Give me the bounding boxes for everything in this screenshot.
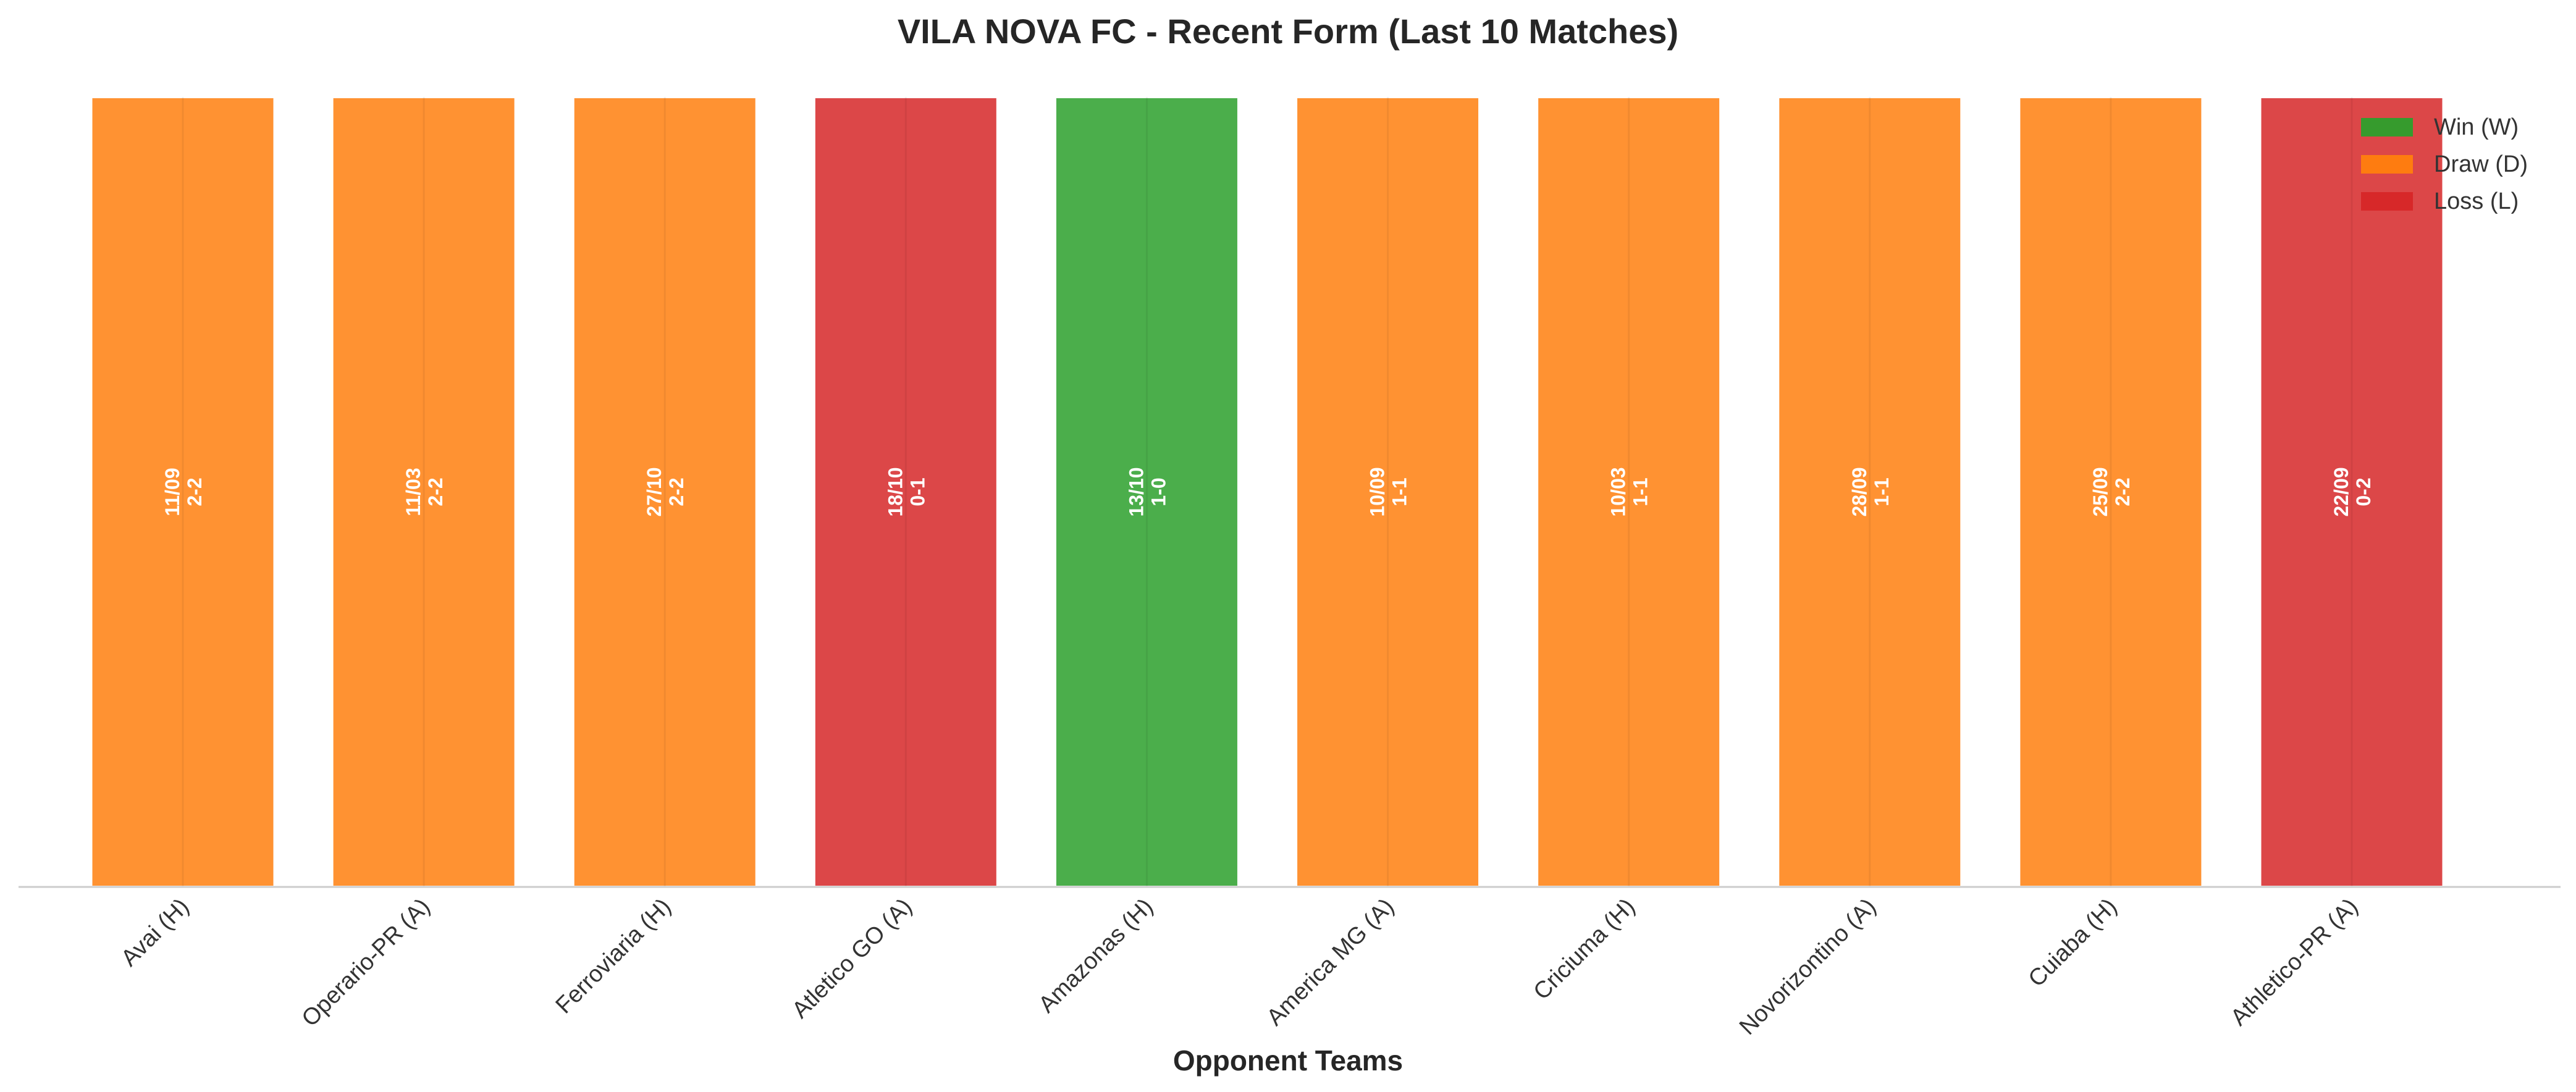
bar-date-label: 18/10 (884, 467, 906, 516)
bar-9 (2258, 96, 2445, 888)
bar-label-2: 27/102-2 (643, 467, 688, 516)
bar-date-label: 11/03 (402, 468, 424, 516)
bar-label-7: 28/091-1 (1848, 467, 1893, 516)
bar-score-label: 1-1 (1389, 477, 1411, 506)
bar-4 (1053, 96, 1240, 888)
x-tick-labels: Avai (H) Operario-PR (A) Ferroviaria (H) At… (116, 894, 2363, 1040)
x-tick-label-2: Ferroviaria (H) (551, 894, 676, 1019)
bar-label-8: 25/092-2 (2089, 467, 2134, 516)
bar-2 (571, 96, 758, 888)
x-tick-label-6: Criciuma (H) (1529, 894, 1640, 1005)
bar-score-label: 2-2 (424, 477, 447, 506)
bar-label-4: 13/101-0 (1125, 467, 1169, 516)
bars-group: 11/092-2 11/032-2 27/102-2 18/100-1 13/101-0… (90, 96, 2445, 888)
bar-date-label: 10/03 (1607, 467, 1630, 516)
x-tick-label-0: Avai (H) (116, 894, 194, 972)
legend-swatch-W (2361, 118, 2413, 136)
bar-score-label: 0-2 (2352, 477, 2375, 506)
bar-score-label: 0-1 (906, 477, 928, 506)
bar-score-label: 2-2 (665, 477, 688, 506)
x-tick-label-3: Atletico GO (A) (787, 894, 917, 1023)
legend-swatch-D (2361, 155, 2413, 174)
legend: Win (W) Draw (D) Loss (L) (2361, 114, 2528, 214)
x-axis-label: Opponent Teams (1173, 1044, 1403, 1077)
bar-label-0: 11/092-2 (161, 468, 206, 516)
bar-date-label: 28/09 (1848, 467, 1871, 516)
bar-label-6: 10/031-1 (1607, 467, 1652, 516)
bar-label-1: 11/032-2 (402, 468, 447, 516)
bar-label-5: 10/091-1 (1366, 467, 1411, 516)
x-tick-label-9: Athletico-PR (A) (2226, 894, 2363, 1031)
bar-date-label: 10/09 (1366, 467, 1389, 516)
x-tick-label-4: Amazonas (H) (1033, 894, 1158, 1018)
bar-label-3: 18/100-1 (884, 467, 928, 516)
legend-label-W: Win (W) (2434, 114, 2519, 140)
bar-date-label: 22/09 (2330, 467, 2352, 516)
bar-score-label: 1-1 (1871, 477, 1893, 506)
chart-title: VILA NOVA FC - Recent Form (Last 10 Matc… (898, 12, 1678, 51)
x-tick-label-5: America MG (A) (1262, 894, 1399, 1031)
x-tick-label-1: Operario-PR (A) (297, 894, 436, 1032)
bar-score-label: 1-0 (1147, 477, 1169, 506)
bar-3 (812, 96, 999, 888)
bar-date-label: 11/09 (161, 468, 183, 516)
bar-date-label: 27/10 (643, 467, 665, 516)
bar-0 (90, 96, 276, 888)
legend-swatch-L (2361, 192, 2413, 211)
bar-score-label: 1-1 (1630, 477, 1652, 506)
bar-label-9: 22/090-2 (2330, 467, 2375, 516)
x-tick-label-7: Novorizontino (A) (1735, 894, 1881, 1040)
bar-score-label: 2-2 (183, 477, 206, 506)
bar-date-label: 25/09 (2089, 467, 2111, 516)
x-tick-label-8: Cuiaba (H) (2024, 894, 2123, 993)
legend-label-D: Draw (D) (2434, 151, 2528, 177)
bar-score-label: 2-2 (2111, 477, 2134, 506)
bar-1 (330, 96, 517, 888)
bar-6 (1536, 96, 1722, 888)
bar-5 (1295, 96, 1481, 888)
bar-date-label: 13/10 (1125, 467, 1147, 516)
legend-label-L: Loss (L) (2434, 188, 2519, 214)
